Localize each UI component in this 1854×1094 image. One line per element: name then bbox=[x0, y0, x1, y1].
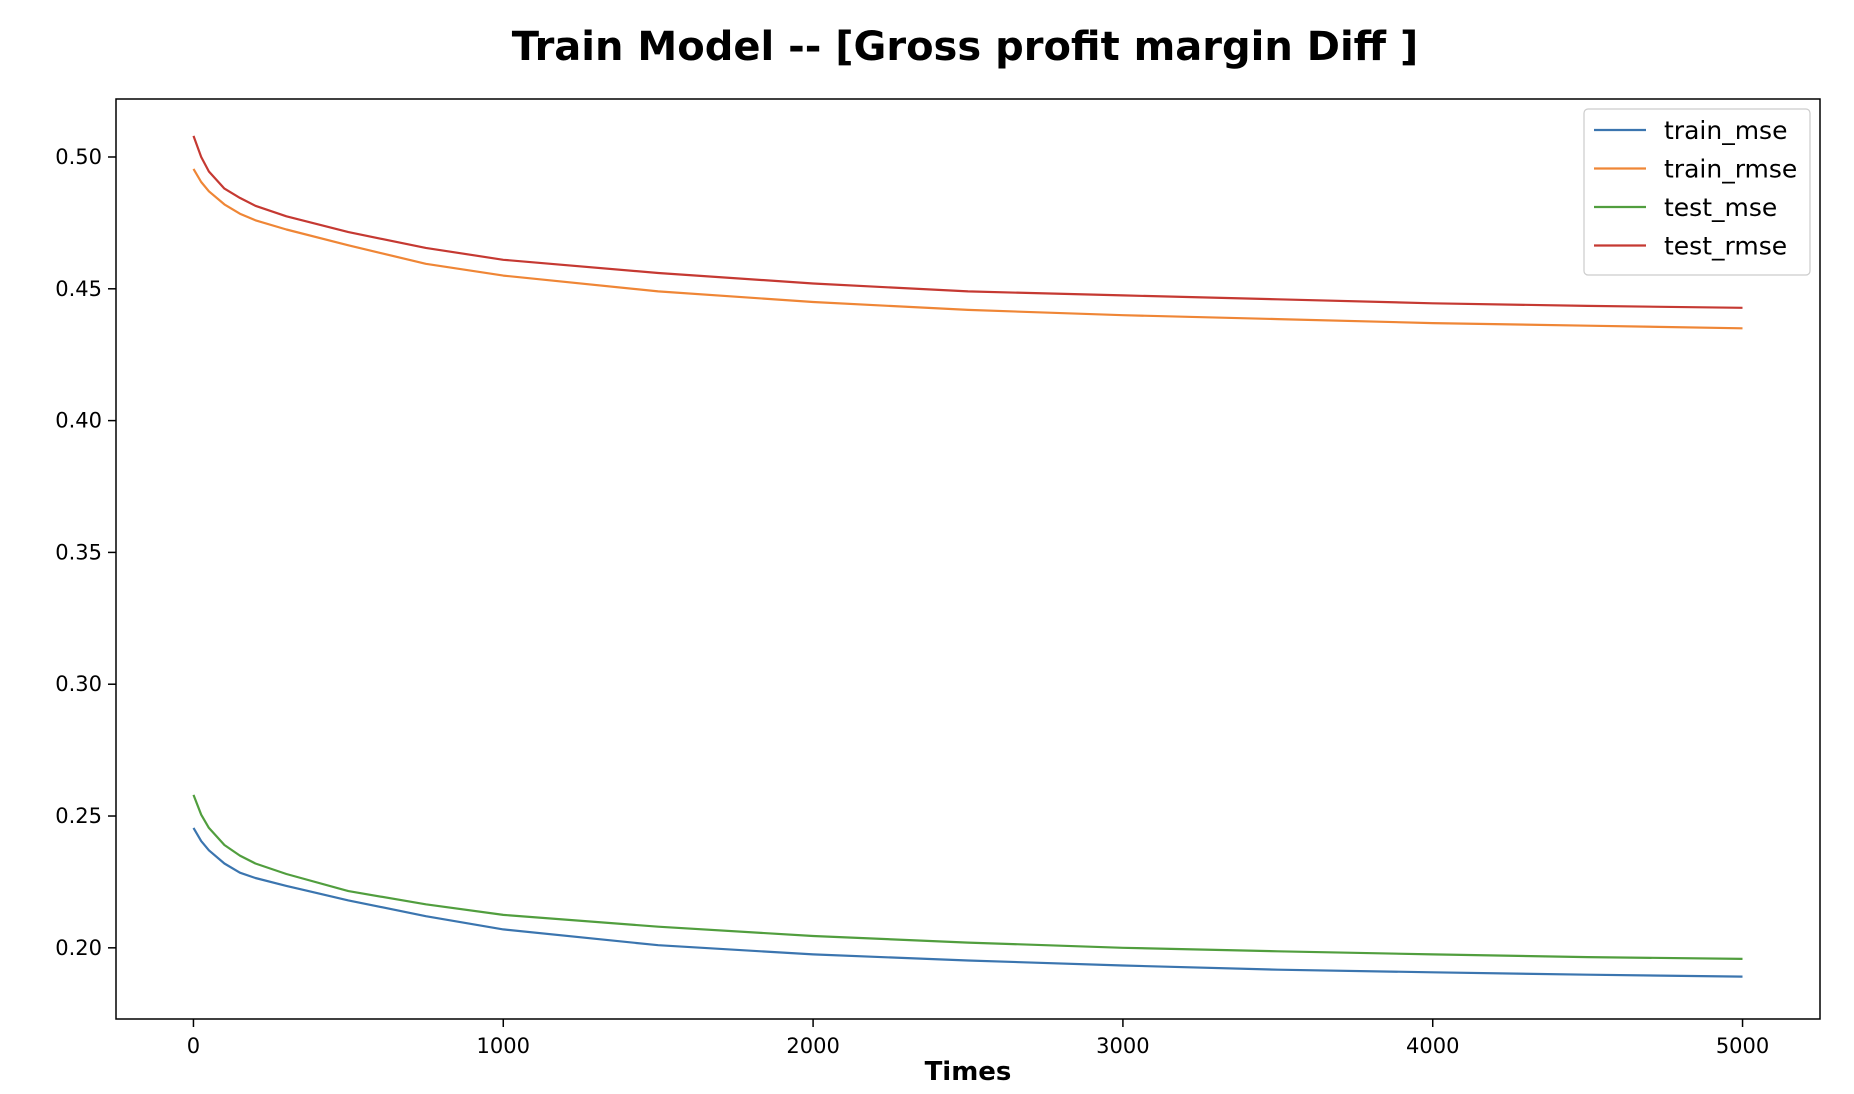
legend-label: train_rmse bbox=[1664, 155, 1797, 184]
series-line-train-mse bbox=[192, 827, 1743, 978]
chart-title: Train Model -- [Gross profit margin Diff… bbox=[512, 24, 1419, 70]
y-tick-label: 0.45 bbox=[55, 277, 102, 301]
series-lines bbox=[192, 135, 1743, 978]
series-line-test-mse bbox=[192, 794, 1743, 960]
y-tick-label: 0.35 bbox=[55, 540, 102, 564]
y-tick-label: 0.30 bbox=[55, 672, 102, 696]
x-tick-label: 3000 bbox=[1096, 1034, 1149, 1058]
legend-label: test_rmse bbox=[1664, 232, 1787, 261]
plot-frame bbox=[115, 98, 1821, 1020]
legend-label: train_mse bbox=[1664, 116, 1787, 145]
x-axis: 0 1000 2000 3000 4000 5000 bbox=[187, 1019, 1769, 1058]
legend-box bbox=[1583, 108, 1811, 276]
y-tick-label: 0.25 bbox=[55, 804, 102, 828]
x-tick-label: 4000 bbox=[1406, 1034, 1459, 1058]
x-tick-label: 5000 bbox=[1716, 1034, 1769, 1058]
series-line-train-rmse bbox=[192, 168, 1743, 330]
x-tick-label: 0 bbox=[187, 1034, 200, 1058]
legend-label: test_mse bbox=[1664, 193, 1777, 222]
x-axis-label: Times bbox=[925, 1057, 1012, 1087]
x-tick-label: 2000 bbox=[786, 1034, 839, 1058]
x-tick-label: 1000 bbox=[477, 1034, 530, 1058]
y-tick-label: 0.40 bbox=[55, 409, 102, 433]
y-axis: 0.20 0.25 0.30 0.35 0.40 0.45 0.50 bbox=[55, 145, 116, 960]
series-line-test-rmse bbox=[192, 135, 1743, 309]
legend: train_mse train_rmse test_mse test_rmse bbox=[1583, 108, 1811, 276]
y-tick-label: 0.50 bbox=[55, 145, 102, 169]
y-tick-label: 0.20 bbox=[55, 936, 102, 960]
